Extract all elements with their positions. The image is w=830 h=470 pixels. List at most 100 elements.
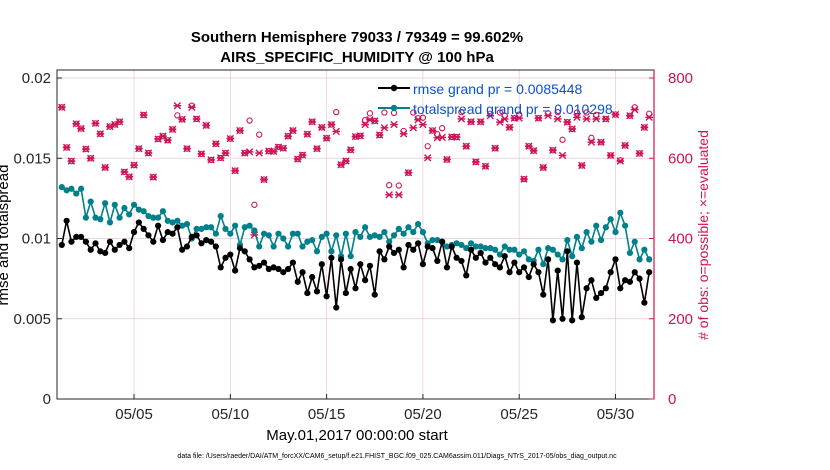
totalspread-point-14 [126, 211, 133, 218]
totalspread-point-68 [386, 238, 393, 245]
obs-possible-point-92 [501, 112, 508, 119]
totalspread-point-49 [294, 230, 301, 237]
rmse-point-6 [87, 246, 94, 253]
obs-possible-point-18 [145, 149, 152, 157]
totalspread-point-67 [381, 228, 388, 236]
rmse-point-10 [106, 238, 114, 245]
data-file-footnote: data file: /Users/raeder/DAI/ATM_forcXX/… [177, 453, 617, 460]
obs-possible-point-21 [159, 133, 167, 140]
obs-possible-point-4 [77, 125, 85, 132]
totalspread-point-15 [130, 201, 138, 208]
totalspread-point-89 [487, 245, 494, 252]
rmse-point-78 [434, 257, 441, 265]
obs-possible-point-19 [150, 173, 157, 181]
obs-evaluated-point-73 [409, 124, 418, 132]
totalspread-point-31 [207, 224, 215, 231]
rmse-point-55 [323, 293, 330, 300]
totalspread-point-53 [313, 248, 321, 255]
rmse-point-91 [496, 264, 504, 271]
rmse-point-83 [458, 257, 465, 265]
totalspread-point-87 [477, 243, 484, 250]
obs-possible-point-118 [626, 112, 634, 119]
obs-possible-point-37 [236, 127, 244, 134]
y-tick-label-3: 0.015 [13, 150, 51, 167]
obs-possible-point-95 [516, 111, 523, 118]
rmse-point-2 [68, 238, 75, 245]
rmse-point-101 [544, 256, 552, 263]
rmse-point-86 [472, 254, 479, 261]
rmse-point-56 [328, 254, 335, 261]
totalspread-point-17 [140, 208, 147, 215]
rmse-point-0 [58, 241, 65, 249]
axes: 05/05 05/10 05/15 05/20 05/25 05/30 0 0.005 0.01… [13, 70, 693, 423]
obs-possible-point-87 [477, 118, 484, 125]
obs-possible-point-101 [544, 110, 552, 117]
rmse-point-109 [583, 285, 590, 292]
y2-tick-label-0: 0 [668, 391, 676, 408]
totalspread-point-80 [443, 243, 451, 250]
legend-totalspread-label: totalspread grand pr = 0.010298 [413, 101, 613, 117]
rmse-point-65 [371, 291, 378, 298]
rmse-point-22 [164, 228, 171, 236]
obs-possible-point-102 [549, 147, 557, 154]
rmse-point-51 [304, 289, 311, 297]
obs-possible-point-55 [323, 135, 330, 142]
totalspread-point-64 [366, 233, 374, 241]
totalspread-point-38 [241, 224, 248, 231]
obs-possible-point-105 [564, 119, 571, 126]
obs-possible-point-35 [227, 135, 234, 142]
y2-axis-label: # of obs: o=possible; ×=evaluated [695, 130, 711, 340]
obs-possible-point-51 [304, 131, 311, 138]
rmse-point-108 [578, 314, 585, 321]
obs-possible-point-44 [270, 148, 277, 155]
totalspread-point-24 [174, 217, 181, 224]
y2-tick-label-1: 200 [668, 311, 693, 328]
obs-possible-point-88 [482, 163, 489, 170]
obs-possible-point-82 [453, 133, 460, 141]
obs-evaluated-point-104 [558, 151, 567, 160]
obs-possible-point-64 [366, 110, 374, 117]
rmse-point-70 [395, 246, 402, 253]
obs-possible-point-119 [631, 104, 638, 111]
y-tick-label-1: 0.005 [13, 311, 51, 328]
totalspread-point-35 [227, 230, 234, 237]
rmse-point-73 [410, 246, 417, 253]
obs-possible-point-76 [424, 143, 431, 150]
totalspread-point-108 [578, 245, 585, 252]
rmse-point-77 [429, 245, 436, 252]
obs-possible-point-25 [179, 116, 186, 123]
obs-possible-point-48 [289, 127, 297, 134]
totalspread-point-120 [636, 256, 643, 263]
totalspread-point-22 [164, 217, 171, 224]
obs-possible-point-38 [241, 149, 248, 157]
totalspread-point-95 [516, 251, 523, 258]
rmse-point-61 [352, 285, 359, 292]
rmse-point-67 [381, 256, 388, 263]
obs-possible-point-68 [386, 181, 393, 189]
totalspread-point-102 [549, 246, 556, 253]
totalspread-point-121 [641, 246, 648, 253]
obs-possible-point-96 [520, 175, 528, 183]
obs-possible-point-8 [97, 130, 104, 137]
obs-possible-point-77 [429, 127, 436, 134]
rmse-point-26 [183, 243, 191, 250]
totalspread-point-114 [607, 216, 614, 223]
rmse-point-27 [188, 233, 195, 241]
totalspread-point-111 [593, 222, 600, 229]
obs-possible-point-107 [573, 109, 581, 116]
obs-possible-point-83 [458, 108, 465, 116]
rmse-point-94 [511, 259, 518, 266]
totalspread-point-90 [492, 246, 499, 253]
totalspread-point-119 [631, 238, 638, 245]
rmse-point-21 [159, 237, 167, 244]
obs-possible-point-7 [92, 120, 99, 127]
obs-possible-point-106 [569, 125, 576, 133]
totalspread-point-60 [347, 253, 354, 260]
rmse-point-74 [414, 240, 422, 247]
totalspread-point-110 [588, 238, 595, 245]
obs-evaluated-point-57 [332, 127, 341, 136]
x-axis-label: May.01,2017 00:00:00 start [266, 427, 448, 444]
totalspread-point-70 [395, 225, 402, 232]
rmse-point-34 [222, 254, 229, 261]
rmse-point-19 [150, 238, 157, 245]
